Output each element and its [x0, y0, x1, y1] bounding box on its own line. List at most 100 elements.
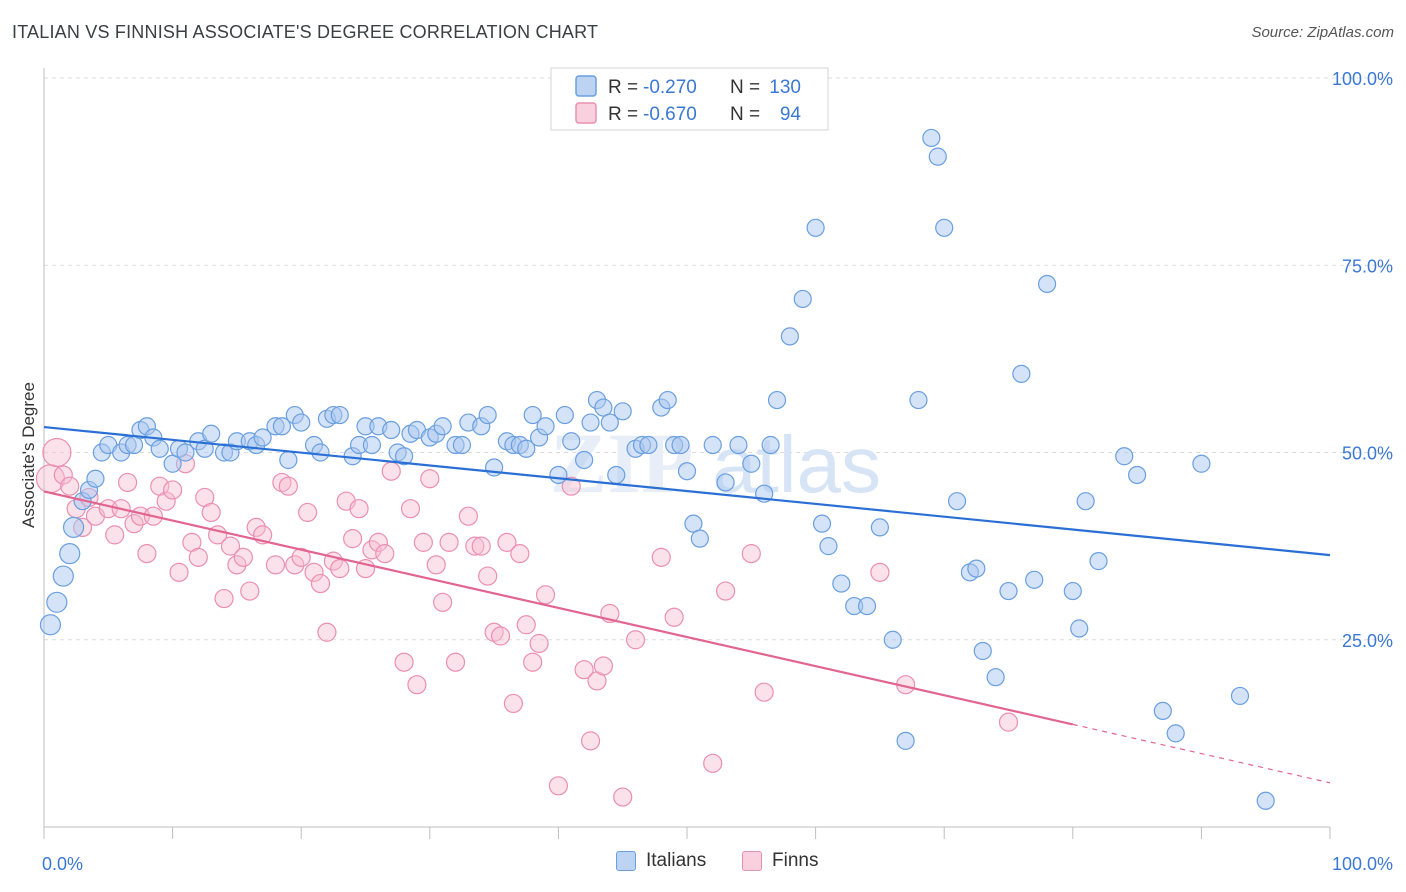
finns-point — [278, 476, 298, 496]
italians-point — [832, 574, 851, 593]
finns-point — [214, 588, 234, 609]
finns-point — [478, 566, 498, 586]
finns-point — [60, 476, 80, 496]
finns-point — [574, 660, 594, 680]
y-tick-label: 100.0% — [1332, 69, 1393, 89]
finns-point — [298, 502, 318, 523]
legend-italians-label: Italians — [646, 850, 707, 871]
italians-point — [433, 417, 452, 436]
italians-point — [703, 435, 722, 455]
finns-point — [420, 469, 440, 489]
y-tick-label: 25.0% — [1342, 631, 1393, 651]
legend-italians[interactable]: Italians — [616, 850, 706, 872]
italians-points — [39, 128, 1275, 810]
finns-point — [523, 652, 543, 672]
italians-point — [86, 469, 105, 488]
finns-point — [137, 544, 157, 564]
legend: R = -0.270 N = 130 R = -0.670 N = 94 — [550, 67, 829, 131]
italians-point — [330, 405, 349, 425]
finns-point — [163, 480, 183, 500]
italians-point — [562, 432, 581, 451]
italians-point — [857, 596, 877, 616]
finns-point — [310, 573, 331, 594]
italians-point — [819, 537, 838, 556]
finns-swatch — [742, 851, 762, 871]
finns-point — [497, 532, 517, 552]
italians-point — [1127, 465, 1147, 485]
italians-point — [742, 454, 761, 473]
finns-point — [458, 506, 478, 526]
italians-point — [600, 413, 619, 432]
italians-point — [202, 424, 221, 443]
finns-point — [201, 502, 221, 523]
italians-point — [555, 405, 574, 425]
legend-box — [550, 67, 829, 131]
finns-point — [426, 555, 446, 575]
italians-point — [690, 529, 709, 548]
italians-point — [1166, 724, 1185, 743]
finns-point — [124, 514, 144, 534]
italians-point — [452, 435, 472, 455]
finns-point — [535, 585, 556, 605]
trend-lines — [43, 425, 1331, 784]
italians-point — [1063, 581, 1082, 601]
watermark: ZIP atlas — [550, 415, 881, 511]
finns-point — [291, 547, 311, 567]
italians-point — [382, 420, 401, 440]
finns-points — [35, 437, 1019, 807]
chart-title: ITALIAN VS FINNISH ASSOCIATE'S DEGREE CO… — [12, 22, 599, 42]
italians-point — [639, 435, 658, 455]
italians-point — [928, 147, 947, 166]
finns-point — [285, 555, 305, 575]
italians-point — [973, 641, 992, 661]
finns-point — [117, 472, 138, 493]
legend-r-label: R = — [608, 77, 638, 98]
italians-point — [1076, 492, 1095, 511]
italians-point — [716, 473, 735, 492]
finns-point — [433, 592, 453, 612]
italians-point — [523, 405, 542, 425]
bottom-legend: Italians Finns — [0, 850, 1406, 880]
italians-point — [729, 435, 748, 455]
finns-legend-swatch — [575, 102, 597, 124]
legend-r-value: -0.270 — [643, 77, 697, 98]
legend-finns-label: Finns — [772, 850, 819, 871]
italians-point — [922, 128, 941, 148]
italians-point — [613, 402, 632, 421]
finns-point — [304, 562, 324, 582]
italians-point — [394, 447, 414, 466]
finns-point — [651, 547, 671, 567]
finns-point — [330, 558, 350, 579]
italians-point — [935, 218, 954, 237]
finns-point — [445, 652, 466, 672]
y-tick-label: 50.0% — [1342, 444, 1393, 464]
finns-point — [220, 536, 241, 556]
italians-point — [253, 428, 272, 447]
italians-point — [272, 417, 292, 436]
legend-r-label: R = — [608, 104, 638, 125]
legend-finns[interactable]: Finns — [742, 850, 818, 872]
italians-point — [62, 516, 85, 539]
finns-point — [394, 652, 414, 672]
italians-point — [671, 435, 690, 455]
italians-point — [1230, 686, 1250, 706]
italians-point — [761, 435, 780, 455]
finns-point — [233, 547, 253, 567]
finns-point — [53, 465, 73, 485]
italians-point — [279, 450, 298, 470]
italians-point — [311, 443, 330, 462]
italians-point — [967, 559, 986, 578]
italians-point — [1192, 454, 1211, 473]
finns-point — [490, 626, 511, 646]
italians-point — [986, 668, 1005, 687]
italians-point — [1089, 552, 1108, 571]
italians-point — [793, 289, 812, 309]
axis-layer: 0.0% 100.0% — [42, 68, 1393, 874]
legend-n-value: 130 — [769, 77, 801, 98]
finns-point — [227, 555, 247, 575]
finns-point — [664, 607, 684, 627]
italians-point — [767, 390, 787, 410]
finns-point — [413, 532, 433, 552]
finns-point — [105, 525, 125, 545]
